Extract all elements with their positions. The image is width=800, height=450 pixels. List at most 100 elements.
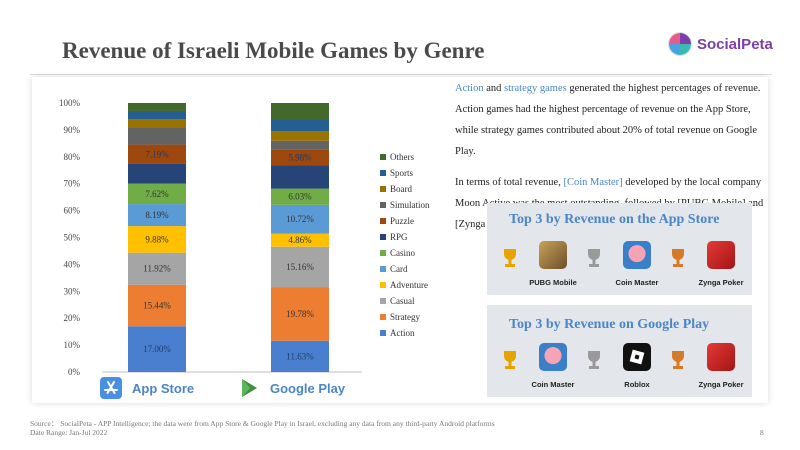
bar-segment-board [128, 119, 186, 128]
legend-swatch [380, 282, 386, 288]
bar-segment-others [128, 103, 186, 111]
legend-swatch [380, 330, 386, 336]
insight-paragraph-1: Action and strategy games generated the … [455, 83, 761, 157]
bar-segment-action [271, 340, 329, 372]
bar-segment-simulation [271, 140, 329, 150]
data-label: 7.19% [145, 149, 169, 159]
gold-trophy-icon [504, 351, 516, 369]
google-play-icon [238, 377, 260, 399]
data-label: 8.19% [145, 210, 169, 220]
stacked-bar-chart: 0% 10% 20% 30% 40% 50% 60% 70% 80% 90% 100% 17.00% 1… [59, 98, 430, 377]
legend-entry: Board [390, 184, 412, 194]
bar-segment-adventure [271, 233, 329, 247]
legend-swatch [380, 250, 386, 256]
y-tick-label: 70% [64, 179, 81, 189]
legend-swatch [380, 266, 386, 272]
data-label: 7.62% [145, 189, 169, 199]
bronze-trophy-icon [672, 351, 684, 369]
top3-google-play-box: Top 3 by Revenue on Google Play Coin Mas… [487, 305, 752, 397]
legend-entry: Puzzle [390, 216, 414, 226]
legend-swatch [380, 186, 386, 192]
data-label: 17.00% [143, 344, 171, 354]
silver-trophy-icon [588, 351, 600, 369]
coin-master-icon [539, 343, 567, 371]
google-play-label: Google Play [270, 381, 346, 396]
bar-segment-rpg [128, 163, 186, 184]
y-tick-label: 0% [68, 367, 81, 377]
legend-entry: Casino [390, 248, 416, 258]
y-tick-label: 10% [64, 340, 81, 350]
bar-segment-casino [128, 183, 186, 205]
legend-entry: Casual [390, 296, 415, 306]
legend-swatch [380, 314, 386, 320]
y-tick-label: 80% [64, 152, 81, 162]
pubg-mobile-icon [539, 241, 567, 269]
bar-segment-sports [271, 119, 329, 132]
legend-entry: Sports [390, 168, 414, 178]
bar-segment-adventure [128, 226, 186, 253]
highlight-coin-master: [Coin Master] [563, 177, 623, 188]
silver-trophy-icon [588, 249, 600, 267]
top3-app-store-title: Top 3 by Revenue on the App Store [509, 212, 720, 227]
bar-segment-card [271, 204, 329, 234]
game-name-roblox: Roblox [624, 380, 650, 389]
bar-segment-puzzle [128, 144, 186, 164]
legend-swatch [380, 154, 386, 160]
zynga-poker-icon [707, 343, 735, 371]
bar-segment-simulation [128, 127, 186, 145]
data-label: 19.78% [286, 309, 314, 319]
legend-entry: Simulation [390, 200, 430, 210]
legend-swatch [380, 234, 386, 240]
page-number: 8 [760, 428, 764, 437]
data-label: 15.44% [143, 301, 171, 311]
bar-segment-rpg [271, 165, 329, 189]
logo-mark-icon [668, 32, 692, 56]
game-name-zynga-poker: Zynga Poker [698, 380, 744, 389]
roblox-icon [623, 343, 651, 371]
coin-master-icon [623, 241, 651, 269]
data-label: 10.72% [286, 214, 314, 224]
legend-entry: Action [390, 328, 415, 338]
legend-swatch [380, 202, 386, 208]
legend-entry: Others [390, 152, 414, 162]
y-tick-label: 60% [64, 206, 81, 216]
bar-segment-action [128, 326, 186, 372]
bar-segment-casual [128, 252, 186, 285]
legend-entry: Card [390, 264, 408, 274]
footer-source: Source： SocialPeta - APP Intelligence; t… [30, 419, 495, 428]
bar-segment-board [271, 131, 329, 141]
game-name-zynga-poker: Zynga Poker [698, 278, 744, 287]
legend-entry: Strategy [390, 312, 420, 322]
game-name-coin-master: Coin Master [615, 278, 659, 287]
legend-entry: Adventure [390, 280, 428, 290]
title-divider [30, 74, 772, 75]
top3-google-play-title: Top 3 by Revenue on Google Play [509, 317, 710, 332]
gold-trophy-icon [504, 249, 516, 267]
zynga-poker-icon [707, 241, 735, 269]
y-tick-label: 90% [64, 125, 81, 135]
bronze-trophy-icon [672, 249, 684, 267]
bar-segment-casual [271, 246, 329, 288]
bar-segment-strategy [128, 284, 186, 327]
game-name-pubg-mobile: PUBG Mobile [529, 278, 577, 287]
bar-segment-strategy [271, 287, 329, 341]
y-tick-label: 30% [64, 286, 81, 296]
data-label: 11.63% [286, 351, 314, 361]
bar-segment-sports [128, 110, 186, 120]
app-store-icon [100, 377, 122, 399]
top3-app-store-box: Top 3 by Revenue on the App Store PUBG M… [487, 203, 752, 295]
app-store-label: App Store [132, 381, 195, 396]
socialpeta-logo: SocialPeta [668, 32, 790, 56]
highlight-strategy: strategy games [504, 83, 567, 94]
data-label: 15.16% [286, 262, 314, 272]
data-label: 6.03% [288, 192, 312, 202]
footer-date-range: Date Range: Jan-Jul 2022 [30, 428, 108, 437]
bar-segment-puzzle [271, 149, 329, 166]
legend-swatch [380, 218, 386, 224]
page-title: Revenue of Israeli Mobile Games by Genre [62, 38, 485, 63]
game-name-coin-master: Coin Master [531, 380, 575, 389]
data-label: 5.98% [288, 152, 312, 162]
y-tick-label: 100% [59, 98, 81, 108]
logo-text: SocialPeta [697, 35, 773, 53]
legend-swatch [380, 170, 386, 176]
